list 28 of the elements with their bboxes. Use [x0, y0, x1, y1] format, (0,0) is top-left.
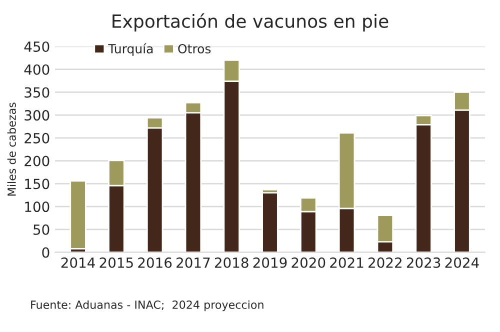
x-tick-label: 2016	[138, 257, 172, 268]
y-tick-label: 450	[24, 41, 50, 52]
x-tick-label: 2017	[176, 257, 210, 268]
x-tick-label: 2019	[253, 257, 287, 268]
y-tick-label: 400	[24, 64, 50, 75]
x-tick-label: 2021	[330, 257, 364, 268]
y-axis-title: Miles de cabezas	[7, 102, 16, 196]
bar	[70, 180, 86, 250]
x-tick-label: 2014	[61, 257, 95, 268]
source-note: Fuente: Aduanas - INAC; 2024 proyeccion	[31, 300, 264, 312]
chart-title: Exportación de vacunos en pie	[112, 13, 388, 32]
y-tick-label: 100	[25, 202, 50, 212]
x-tick-label: 2022	[368, 257, 402, 268]
legend-label: Otros	[178, 44, 211, 54]
x-tick-label: 2024	[445, 257, 479, 268]
y-tick-label: 350	[24, 87, 50, 98]
x-tick-label: 2015	[100, 257, 133, 268]
legend-label: Turquía	[108, 43, 153, 56]
y-tick-label: 150	[25, 178, 50, 190]
y-tick-label: 300	[24, 110, 50, 121]
y-tick-label: 0	[42, 247, 50, 258]
x-tick-label: 2023	[406, 257, 440, 268]
x-tick-label: 2018	[214, 257, 248, 268]
y-tick-label: 200	[24, 156, 50, 166]
y-tick-label: 250	[24, 132, 50, 144]
bar	[262, 192, 278, 252]
y-tick-label: 50	[34, 224, 50, 235]
x-tick-label: 2020	[292, 257, 326, 268]
